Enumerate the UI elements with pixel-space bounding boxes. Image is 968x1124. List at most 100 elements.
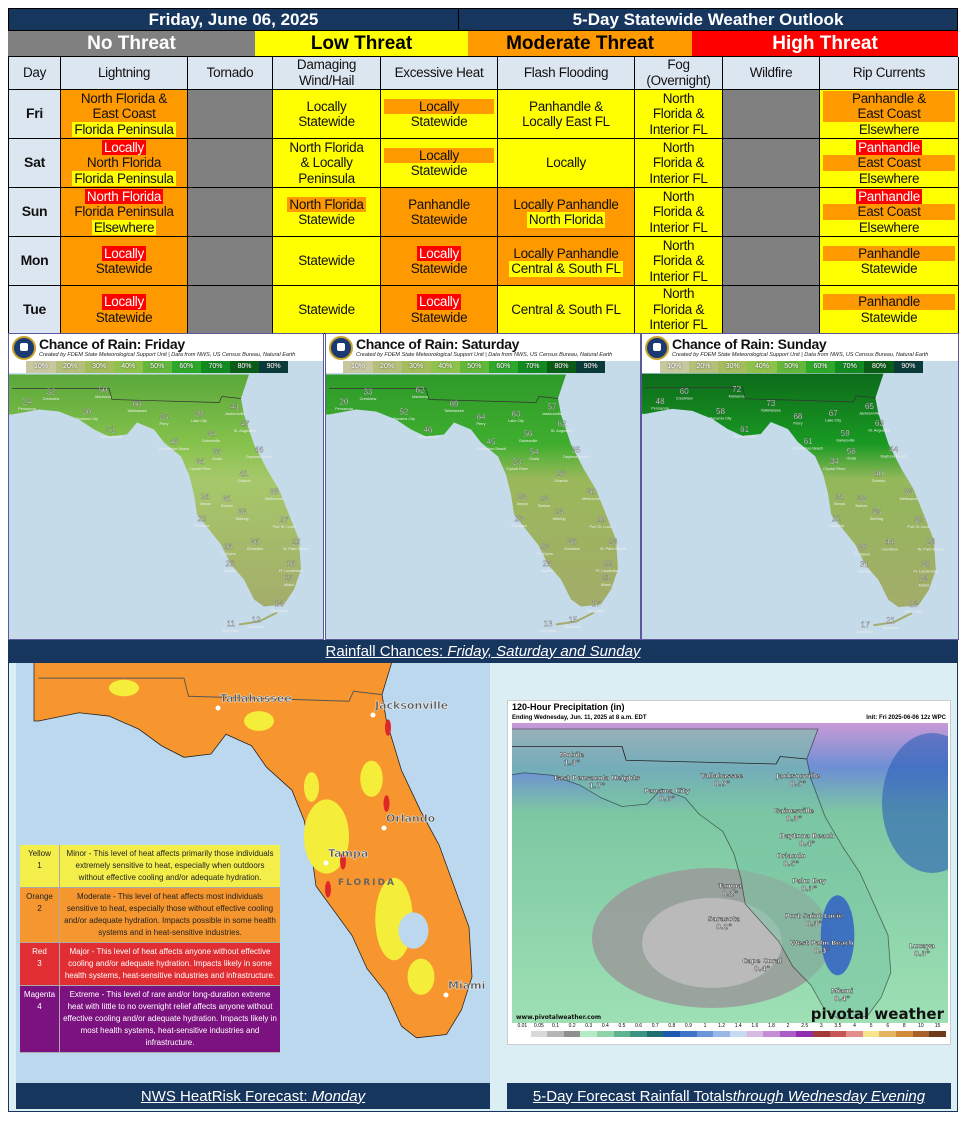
day-label: Sat [9, 139, 61, 188]
threat-area-text: Florida & [652, 155, 705, 171]
legend-moderate-threat: Moderate Threat [468, 31, 692, 56]
rain-chance-value: 26 [224, 543, 233, 552]
threat-area-text: Elsewhere [858, 219, 920, 235]
heat-red-area [325, 881, 331, 898]
heatrisk-legend-row: Orange 2 Moderate - This level of heat aff… [20, 888, 280, 943]
day-label: Tue [9, 286, 61, 334]
threat-area-text: Florida Peninsula [72, 170, 176, 187]
heatrisk-level: Magenta 4 [20, 986, 60, 1052]
precip-scale-swatch [879, 1031, 897, 1037]
threat-area-text: Florida & [652, 253, 705, 269]
threat-cell-wildfire [723, 188, 820, 237]
city-label: Pensacola [18, 407, 37, 411]
threat-area-text: Statewide [298, 114, 355, 129]
level-number: 4 [37, 1002, 42, 1011]
colorbar-label: 70% [517, 361, 547, 373]
precip-scale-swatch [929, 1031, 946, 1037]
threat-area-text: North [662, 188, 695, 204]
rain-chance-value: 17 [592, 600, 601, 609]
rain-colorbar: 10% 20% 30% 40% 50% 60% 70% 80% 90% [642, 361, 958, 373]
threat-area-text: Locally [102, 294, 146, 310]
map-credit: Created by FDEM State Meteorological Sup… [672, 352, 929, 358]
threat-area-text: Locally [417, 245, 461, 261]
rain-chance-value: 40 [874, 469, 883, 478]
rain-chance-value: 29 [597, 516, 606, 525]
city-label: Naples [541, 569, 553, 573]
caption-emphasis: Friday, Saturday and Sunday [447, 642, 641, 660]
heatrisk-legend-row: Yellow 1 Minor - This level of heat affect… [20, 845, 280, 888]
precip-city-label: Jacksonville [775, 772, 820, 780]
fdem-seal-icon [645, 336, 669, 360]
city-label: Orlando [554, 479, 568, 483]
city-label: Port St. Lucie [273, 525, 296, 529]
threat-area-text: Interior FL [649, 219, 708, 235]
threat-area-text: Elsewhere [858, 170, 920, 186]
precip-value: 0.8" [659, 795, 675, 803]
map-header: Chance of Rain: Friday Created by FDEM St… [9, 334, 323, 361]
precip-scale-swatch [796, 1031, 813, 1037]
rain-chance-value: 27 [280, 516, 289, 525]
threat-cell-tornado [188, 90, 273, 139]
threat-area-text: Interior FL [649, 268, 708, 284]
rain-chance-value: 33 [857, 494, 866, 503]
precip-scale-swatch [613, 1031, 631, 1037]
city-label: Bartow [221, 504, 233, 508]
threat-area-text: Statewide [95, 261, 153, 276]
precip-scale-label: 1.2 [718, 1023, 726, 1029]
city-label: Lake City [825, 418, 841, 422]
rain-chance-value: 62 [416, 386, 425, 395]
city-label: Marianna [95, 395, 112, 399]
city-label: Sebring [552, 517, 565, 521]
level-name: Yellow [28, 849, 51, 858]
precip-value: 0.2" [722, 890, 738, 898]
city-label: Orlando [386, 812, 436, 825]
precip-colorbar [514, 1031, 946, 1037]
threat-area-text: Statewide [298, 301, 355, 317]
city-label: Ocala [846, 457, 857, 461]
precip-city-label: Mobile [560, 751, 585, 759]
threat-cell-flash-flooding: Locally [498, 139, 635, 188]
threat-cell-wildfire [723, 286, 820, 334]
rain-map-graphic: 24Pensacola32Crestview50Marianna66Tallah… [9, 374, 323, 639]
heatrisk-level: Red 3 [20, 943, 60, 985]
colorbar-label: 50% [459, 361, 489, 373]
map-title: Chance of Rain: Friday [39, 336, 185, 352]
rain-chance-value: 51 [107, 426, 116, 435]
level-name: Orange [26, 892, 53, 901]
city-label: Crestview [676, 396, 693, 400]
precip-scale-swatch [663, 1031, 681, 1037]
column-header-damaging-wind-hail: Damaging Wind/Hail [273, 57, 381, 90]
column-header-tornado: Tornado [188, 57, 273, 90]
city-label: Naples [858, 569, 870, 573]
precip-scale-label: 5 [869, 1023, 873, 1029]
city-label: Marathon [565, 625, 581, 629]
column-header-excessive-heat: Excessive Heat [381, 57, 498, 90]
city-label: Miami [284, 583, 294, 587]
precip-city-label: East Pensacola Heights [554, 774, 640, 782]
city-label: Ft. Myers [854, 552, 870, 556]
city-label: Tampa [328, 847, 368, 860]
city-label: Ocala [529, 457, 540, 461]
threat-area-text: Panhandle [408, 196, 470, 212]
precip-scale-labels: 0.01 0.05 0.1 0.2 0.3 0.4 0.5 0.6 0.7 0.8 0.9 1 1.2 1… [514, 1023, 946, 1029]
colorbar-label: 70% [835, 361, 865, 373]
city-marker [381, 825, 387, 831]
city-label: Sebring [870, 517, 883, 521]
rain-chance-value: 63 [875, 419, 884, 428]
source-watermark: www.pivotalweather.com [516, 1014, 601, 1021]
level-name: Red [32, 947, 47, 956]
rain-chance-value: 46 [424, 426, 433, 435]
city-marker [443, 992, 449, 998]
rain-chance-value: 52 [400, 408, 409, 417]
city-label: Key West [223, 629, 240, 633]
city-label: Crestview [360, 397, 377, 401]
threat-cell-damaging-wind-hail: Locally Statewide [273, 90, 381, 139]
precip-scale-label: 0.3 [585, 1023, 593, 1029]
day-label: Sun [9, 188, 61, 237]
threat-cell-damaging-wind-hail: North Florida & Locally Peninsula [273, 139, 381, 188]
city-label: Key Largo [905, 610, 922, 614]
threat-area-text: North Florida [526, 212, 606, 228]
city-label: Jacksonville [225, 412, 245, 416]
fdem-seal-icon [12, 336, 36, 360]
city-label: Miami [919, 584, 929, 588]
